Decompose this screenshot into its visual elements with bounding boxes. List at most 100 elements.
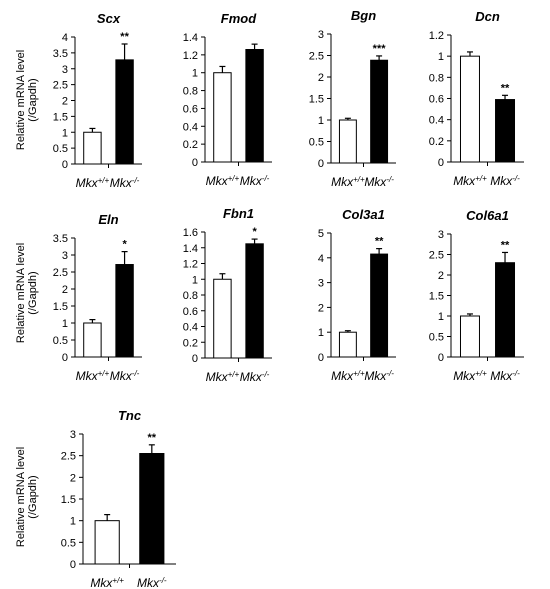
significance-marker: * — [122, 239, 127, 251]
y-tick-label: 0.5 — [429, 332, 444, 344]
y-tick-label: 0.2 — [183, 139, 198, 151]
significance-marker: ** — [148, 432, 157, 444]
y-tick-label: 1.5 — [429, 291, 444, 303]
y-tick-label: 1.2 — [183, 50, 198, 62]
chart-panel-scx: Scx 0 0.5 1 1.5 2 2.5 3 3.5 4 Mkx+/+ ** Mkx-/- — [53, 11, 142, 190]
significance-marker: ** — [501, 82, 510, 94]
y-tick-label: 1.4 — [183, 243, 198, 255]
y-tick-label: 2.5 — [61, 451, 76, 463]
bar-knockout — [245, 49, 264, 163]
y-axis-title-row3: Relative mRNA level (/Gapdh) — [15, 447, 39, 547]
y-tick-label: 0.6 — [429, 94, 444, 106]
y-tick-label: 0.8 — [429, 72, 444, 84]
significance-marker: ** — [120, 31, 129, 43]
chart-panel-dcn: Dcn 0 0.2 0.4 0.6 0.8 1 1.2 Mkx+/+ ** Mkx-/- — [429, 9, 524, 188]
y-axis-title-row1: Relative mRNA level (/Gapdh) — [15, 50, 39, 150]
y-tick-label: 0 — [192, 353, 198, 365]
y-axis-title-line2: (/Gapdh) — [27, 475, 39, 518]
y-axis-title-line2: (/Gapdh) — [27, 78, 39, 121]
chart-panels: Scx00.511.522.533.54Mkx+/+**Mkx-/-Fmod00… — [53, 8, 524, 589]
bar-knockout — [115, 264, 134, 358]
y-tick-label: 2 — [70, 472, 76, 484]
category-label: Mkx+/+ — [453, 174, 487, 189]
significance-marker: * — [252, 226, 257, 238]
category-label: Mkx+/+ — [90, 576, 124, 589]
bar-wildtype — [213, 72, 232, 163]
y-tick-label: 3 — [318, 29, 324, 41]
significance-marker: ** — [501, 239, 510, 251]
category-label: Mkx+/+ — [206, 370, 240, 385]
category-label: Mkx+/+ — [76, 369, 110, 384]
bar-wildtype — [338, 119, 357, 164]
y-tick-label: 0 — [62, 159, 68, 171]
category-label: Mkx-/- — [110, 369, 140, 384]
y-tick-label: 1.5 — [53, 301, 68, 313]
y-tick-label: 4 — [318, 253, 324, 265]
y-tick-label: 2.5 — [429, 250, 444, 262]
y-tick-label: 0 — [62, 352, 68, 364]
category-label: Mkx+/+ — [331, 369, 365, 384]
bar-knockout — [115, 59, 134, 165]
y-axis-title-line1: Relative mRNA level — [15, 50, 27, 150]
bar-knockout — [139, 453, 165, 565]
y-tick-label: 3.5 — [53, 233, 68, 245]
y-tick-label: 0.8 — [183, 290, 198, 302]
panel-title: Bgn — [351, 8, 376, 23]
y-tick-label: 1.5 — [61, 494, 76, 506]
bar-knockout — [370, 59, 389, 164]
category-label: Mkx-/- — [364, 369, 394, 384]
category-label: Mkx-/- — [364, 175, 394, 190]
y-tick-label: 4 — [62, 32, 68, 44]
y-tick-label: 0 — [438, 352, 444, 364]
y-tick-label: 0 — [318, 158, 324, 170]
panel-title: Col6a1 — [466, 208, 509, 223]
y-tick-label: 2.5 — [309, 51, 324, 63]
y-tick-label: 1 — [318, 115, 324, 127]
y-tick-label: 3 — [318, 278, 324, 290]
panel-title: Tnc — [118, 408, 142, 423]
bar-wildtype — [459, 55, 480, 163]
y-tick-label: 1 — [438, 51, 444, 63]
y-axis-title-line1: Relative mRNA level — [15, 447, 27, 547]
category-label: Mkx-/- — [240, 174, 270, 189]
y-axis-title-row2: Relative mRNA level (/Gapdh) — [15, 243, 39, 343]
chart-panel-col6a1: Col6a1 0 0.5 1 1.5 2 2.5 3 Mkx+/+ ** Mkx-/- — [429, 208, 524, 383]
category-label: Mkx-/- — [490, 369, 520, 384]
y-tick-label: 1 — [62, 318, 68, 330]
y-tick-label: 0.2 — [429, 136, 444, 148]
y-tick-label: 1 — [438, 311, 444, 323]
y-tick-label: 0 — [192, 157, 198, 169]
y-tick-label: 3 — [62, 250, 68, 262]
chart-panel-tnc: Tnc 0 0.5 1 1.5 2 2.5 3 Mkx+/+ ** Mkx-/- — [61, 408, 176, 589]
y-tick-label: 1 — [62, 127, 68, 139]
y-tick-label: 0 — [318, 352, 324, 364]
panel-title: Fmod — [221, 11, 257, 26]
y-tick-label: 1 — [70, 516, 76, 528]
category-label: Mkx+/+ — [331, 175, 365, 190]
y-tick-label: 1.2 — [429, 30, 444, 42]
y-axis-title-line2: (/Gapdh) — [27, 271, 39, 314]
bar-wildtype — [459, 315, 480, 358]
bar-knockout — [370, 253, 389, 358]
y-tick-label: 2 — [318, 72, 324, 84]
category-label: Mkx-/- — [110, 176, 140, 191]
chart-panel-col3a1: Col3a1 0 1 2 3 4 5 Mkx+/+ ** Mkx-/- — [318, 207, 396, 383]
bar-knockout — [495, 99, 516, 163]
category-label: Mkx-/- — [240, 370, 270, 385]
y-tick-label: 1.6 — [183, 227, 198, 239]
y-tick-label: 2 — [62, 96, 68, 108]
significance-marker: ** — [375, 236, 384, 248]
y-tick-label: 3 — [70, 429, 76, 441]
y-tick-label: 0.5 — [61, 537, 76, 549]
y-tick-label: 2.5 — [53, 267, 68, 279]
chart-panel-fmod: Fmod 0 0.2 0.4 0.6 0.8 1 1.2 1.4 Mkx+/+ Mkx-/- — [183, 11, 272, 188]
y-tick-label: 1.5 — [53, 111, 68, 123]
y-tick-label: 2 — [318, 302, 324, 314]
y-tick-label: 0.5 — [53, 335, 68, 347]
chart-panel-fbn1: Fbn1 0 0.2 0.4 0.6 0.8 1 1.2 1.4 1.6 Mkx+/+ * Mkx-/- — [183, 206, 272, 384]
y-axis-title-line1: Relative mRNA level — [15, 243, 27, 343]
bar-wildtype — [338, 331, 357, 358]
y-tick-label: 1.4 — [183, 32, 198, 44]
category-label: Mkx+/+ — [76, 176, 110, 191]
